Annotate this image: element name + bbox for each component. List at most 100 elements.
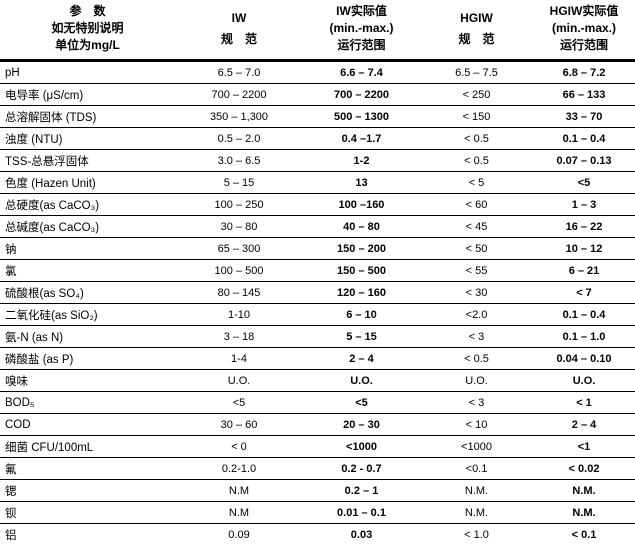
table-row: 细菌 CFU/100mL < 0 <1000 <1000 <1 [0,436,635,458]
header-iw-spec-line1: IW [175,8,303,29]
header-parameter-line1: 参 数 [0,3,175,20]
header-hgiw-spec: HGIW 规 范 [420,0,533,61]
hgiw-actual-cell: <1 [533,436,635,458]
parameter-cell: 氟 [0,458,175,480]
hgiw-actual-cell: U.O. [533,370,635,392]
hgiw-spec-cell: < 150 [420,106,533,128]
table-row: 磷酸盐 (as P) 1-4 2 – 4 < 0.5 0.04 – 0.10 [0,348,635,370]
header-hgiw-actual-line1: HGIW实际值 [533,3,635,20]
hgiw-actual-cell: 10 – 12 [533,238,635,260]
hgiw-actual-cell: 0.1 – 1.0 [533,326,635,348]
hgiw-actual-cell: 0.04 – 0.10 [533,348,635,370]
iw-spec-cell: 1-10 [175,304,303,326]
iw-actual-cell: 2 – 4 [303,348,420,370]
hgiw-actual-cell: N.M. [533,480,635,502]
hgiw-actual-cell: 0.1 – 0.4 [533,128,635,150]
table-row: 总溶解固体 (TDS) 350 – 1,300 500 – 1300 < 150… [0,106,635,128]
table-row: pH 6.5 – 7.0 6.6 – 7.4 6.5 – 7.5 6.8 – 7… [0,61,635,84]
iw-actual-cell: 150 – 200 [303,238,420,260]
iw-actual-cell: 0.01 – 0.1 [303,502,420,524]
parameter-cell: 总碱度(as CaCO₃) [0,216,175,238]
table-row: 总硬度(as CaCO₃) 100 – 250 100 –160 < 60 1 … [0,194,635,216]
hgiw-spec-cell: 6.5 – 7.5 [420,61,533,84]
iw-actual-cell: 6.6 – 7.4 [303,61,420,84]
header-iw-actual-line3: 运行范围 [303,37,420,54]
hgiw-actual-cell: < 7 [533,282,635,304]
table-row: TSS-总悬浮固体 3.0 – 6.5 1-2 < 0.5 0.07 – 0.1… [0,150,635,172]
hgiw-spec-cell: < 250 [420,84,533,106]
parameter-cell: 二氧化硅(as SiO₂) [0,304,175,326]
parameter-cell: 锶 [0,480,175,502]
hgiw-spec-cell: < 55 [420,260,533,282]
hgiw-actual-cell: 1 – 3 [533,194,635,216]
table-row: 氟 0.2-1.0 0.2 - 0.7 <0.1 < 0.02 [0,458,635,480]
iw-spec-cell: < 0 [175,436,303,458]
header-hgiw-actual: HGIW实际值 (min.-max.) 运行范围 [533,0,635,61]
iw-spec-cell: 6.5 – 7.0 [175,61,303,84]
iw-spec-cell: 30 – 80 [175,216,303,238]
parameter-cell: 嗅味 [0,370,175,392]
parameter-cell: 浊度 (NTU) [0,128,175,150]
header-iw-spec: IW 规 范 [175,0,303,61]
table-row: 氨-N (as N) 3 – 18 5 – 15 < 3 0.1 – 1.0 [0,326,635,348]
iw-actual-cell: 150 – 500 [303,260,420,282]
iw-spec-cell: N.M [175,502,303,524]
parameter-cell: BOD₅ [0,392,175,414]
iw-actual-cell: 0.2 - 0.7 [303,458,420,480]
iw-spec-cell: 1-4 [175,348,303,370]
iw-actual-cell: 20 – 30 [303,414,420,436]
hgiw-spec-cell: < 45 [420,216,533,238]
iw-actual-cell: 13 [303,172,420,194]
header-row: 参 数 如无特别说明 单位为mg/L IW 规 范 IW实际值 (min.-ma… [0,0,635,61]
parameter-cell: 磷酸盐 (as P) [0,348,175,370]
header-iw-actual-line2: (min.-max.) [303,20,420,37]
hgiw-spec-cell: < 50 [420,238,533,260]
table-header: 参 数 如无特别说明 单位为mg/L IW 规 范 IW实际值 (min.-ma… [0,0,635,61]
iw-actual-cell: <1000 [303,436,420,458]
parameter-cell: TSS-总悬浮固体 [0,150,175,172]
iw-spec-cell: 5 – 15 [175,172,303,194]
hgiw-spec-cell: < 10 [420,414,533,436]
parameter-cell: 总硬度(as CaCO₃) [0,194,175,216]
hgiw-spec-cell: <0.1 [420,458,533,480]
hgiw-spec-cell: N.M. [420,502,533,524]
hgiw-spec-cell: < 60 [420,194,533,216]
header-iw-actual-line1: IW实际值 [303,3,420,20]
hgiw-spec-cell: N.M. [420,480,533,502]
hgiw-spec-cell: < 3 [420,392,533,414]
hgiw-spec-cell: < 0.5 [420,128,533,150]
iw-actual-cell: 0.4 –1.7 [303,128,420,150]
parameter-cell: pH [0,61,175,84]
parameter-cell: 电导率 (μS/cm) [0,84,175,106]
hgiw-spec-cell: < 5 [420,172,533,194]
table-row: 氯 100 – 500 150 – 500 < 55 6 – 21 [0,260,635,282]
iw-spec-cell: 0.2-1.0 [175,458,303,480]
table-row: 锶 N.M 0.2 – 1 N.M. N.M. [0,480,635,502]
hgiw-actual-cell: 0.1 – 0.4 [533,304,635,326]
iw-spec-cell: 700 – 2200 [175,84,303,106]
parameter-cell: 钠 [0,238,175,260]
iw-spec-cell: N.M [175,480,303,502]
iw-actual-cell: 5 – 15 [303,326,420,348]
header-hgiw-actual-line3: 运行范围 [533,37,635,54]
iw-actual-cell: U.O. [303,370,420,392]
parameter-cell: COD [0,414,175,436]
iw-spec-cell: 80 – 145 [175,282,303,304]
hgiw-actual-cell: 16 – 22 [533,216,635,238]
iw-actual-cell: 700 – 2200 [303,84,420,106]
parameter-cell: 氨-N (as N) [0,326,175,348]
header-parameter-line2: 如无特别说明 [0,20,175,37]
table-row: 硫酸根(as SO₄) 80 – 145 120 – 160 < 30 < 7 [0,282,635,304]
parameter-cell: 色度 (Hazen Unit) [0,172,175,194]
header-iw-spec-line2: 规 范 [175,29,303,50]
table-body: pH 6.5 – 7.0 6.6 – 7.4 6.5 – 7.5 6.8 – 7… [0,61,635,545]
iw-spec-cell: 0.5 – 2.0 [175,128,303,150]
hgiw-actual-cell: < 1 [533,392,635,414]
table-row: 钡 N.M 0.01 – 0.1 N.M. N.M. [0,502,635,524]
iw-actual-cell: 1-2 [303,150,420,172]
iw-actual-cell: 6 – 10 [303,304,420,326]
iw-spec-cell: 350 – 1,300 [175,106,303,128]
hgiw-spec-cell: < 30 [420,282,533,304]
hgiw-actual-cell: 6 – 21 [533,260,635,282]
header-hgiw-actual-line2: (min.-max.) [533,20,635,37]
